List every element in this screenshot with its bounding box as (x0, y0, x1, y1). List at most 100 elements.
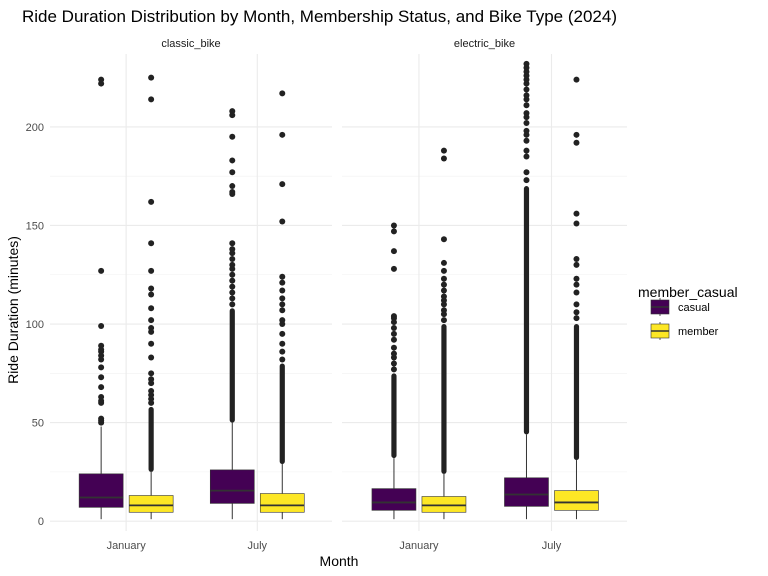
outlier-point (523, 177, 530, 184)
outlier-point (148, 96, 155, 103)
outlier-point (440, 155, 447, 162)
y-tick-label: 0 (38, 516, 44, 528)
outlier-point (523, 131, 530, 138)
outlier-point (573, 275, 580, 282)
outlier-point (440, 147, 447, 154)
outlier-point (229, 301, 236, 308)
outlier-point (573, 210, 580, 217)
outlier-point (229, 250, 236, 257)
iqr-box (209, 469, 255, 504)
y-tick-label: 200 (26, 122, 44, 134)
outlier-point (279, 273, 286, 280)
outlier-point (148, 291, 155, 298)
outlier-point (523, 102, 530, 109)
outlier-point (148, 240, 155, 247)
outlier-point (390, 330, 397, 337)
outlier-point (148, 328, 155, 335)
outlier-point (148, 370, 155, 377)
outlier-point (98, 356, 105, 363)
outlier-cluster (229, 308, 235, 423)
outlier-point (229, 255, 236, 262)
outlier-point (148, 340, 155, 347)
outlier-point (440, 287, 447, 294)
iqr-box (371, 488, 417, 511)
iqr-box (78, 473, 124, 508)
outlier-point (573, 255, 580, 262)
outlier-point (229, 190, 236, 197)
x-axis-title: Month (320, 553, 359, 569)
outlier-point (279, 301, 286, 308)
facet-panel-electric_bike: electric_bike January July (342, 38, 627, 552)
outlier-point (523, 137, 530, 144)
iqr-box (554, 490, 599, 511)
outlier-point (440, 236, 447, 243)
outlier-point (279, 307, 286, 314)
facet-strip-label: classic_bike (161, 38, 220, 50)
outlier-point (390, 248, 397, 255)
outlier-point (390, 336, 397, 343)
outlier-cluster (523, 186, 530, 435)
outlier-point (229, 183, 236, 190)
legend-key-member (650, 322, 670, 340)
outlier-point (98, 267, 105, 274)
y-axis-title: Ride Duration (minutes) (5, 236, 21, 384)
iqr-box (504, 477, 549, 507)
outlier-point (573, 220, 580, 227)
legend-label: member (678, 326, 719, 338)
outlier-point (440, 301, 447, 308)
box-july-member (554, 76, 599, 520)
outlier-point (148, 380, 155, 387)
legend-label: casual (678, 302, 710, 314)
outlier-point (229, 169, 236, 176)
outlier-point (229, 157, 236, 164)
outlier-cluster (441, 324, 447, 474)
iqr-box (259, 493, 305, 513)
box-january-member (128, 74, 174, 520)
outlier-point (279, 340, 286, 347)
x-tick-label: July (542, 540, 562, 552)
outlier-cluster (148, 406, 154, 472)
outlier-point (148, 354, 155, 361)
outlier-point (573, 76, 580, 83)
outlier-point (98, 374, 105, 381)
box-july-member (259, 90, 305, 520)
outlier-point (229, 133, 236, 140)
outlier-point (98, 419, 105, 426)
outlier-point (229, 295, 236, 302)
x-tick-label: January (107, 540, 147, 552)
outlier-point (523, 80, 530, 87)
box-july-casual (504, 60, 549, 520)
outlier-point (440, 275, 447, 282)
outlier-point (390, 344, 397, 351)
facet-strip-label: electric_bike (454, 38, 515, 50)
x-tick-label: January (399, 540, 439, 552)
box-january-casual (371, 222, 417, 520)
outlier-point (390, 228, 397, 235)
outlier-point (573, 309, 580, 316)
outlier-point (573, 289, 580, 296)
outlier-point (440, 317, 447, 324)
chart-title: Ride Duration Distribution by Month, Mem… (22, 7, 617, 26)
y-tick-label: 150 (26, 220, 44, 232)
outlier-point (573, 281, 580, 288)
outlier-point (523, 147, 530, 154)
outlier-point (98, 80, 105, 87)
y-tick-label: 100 (26, 319, 44, 331)
outlier-point (229, 289, 236, 296)
outlier-point (523, 119, 530, 126)
outlier-point (390, 222, 397, 229)
x-tick-label: July (247, 540, 267, 552)
outlier-point (440, 259, 447, 266)
box-january-casual (78, 76, 124, 520)
iqr-box (421, 496, 467, 513)
outlier-point (148, 285, 155, 292)
legend-key-casual (650, 298, 670, 316)
iqr-box (128, 495, 174, 513)
outlier-point (279, 348, 286, 355)
outlier-cluster (391, 373, 397, 459)
outlier-point (573, 301, 580, 308)
outlier-point (279, 287, 286, 294)
outlier-point (229, 265, 236, 272)
